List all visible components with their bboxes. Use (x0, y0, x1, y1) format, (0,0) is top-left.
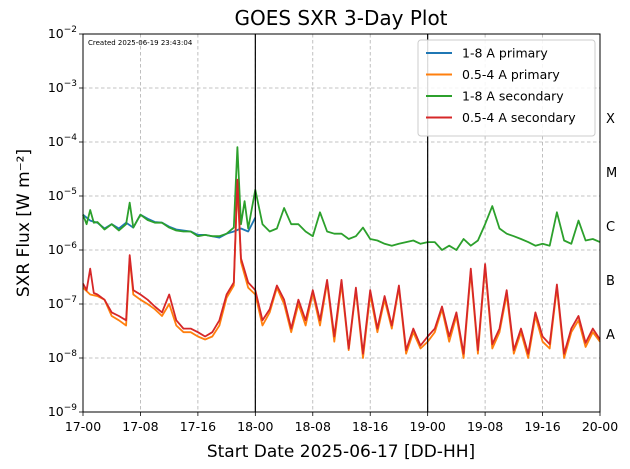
y-tick-base: 10 (48, 80, 64, 95)
y-tick-base: 10 (48, 188, 64, 203)
x-tick-label: 19-16 (524, 419, 560, 434)
x-axis-ticks: 17-00 17-08 17-16 18-00 18-08 18-16 19-00 19-08… (65, 412, 618, 434)
x-axis-label: Start Date 2025-06-17 [DD-HH] (207, 442, 475, 462)
x-tick-label: 18-16 (352, 419, 388, 434)
x-tick-label: 19-00 (410, 419, 446, 434)
y-tick-exponent: −7 (64, 295, 77, 305)
y-tick-label: 10−6 (48, 241, 77, 257)
y-tick-base: 10 (48, 350, 64, 365)
x-tick-label: 18-00 (237, 419, 273, 434)
y-tick-label: 10−7 (48, 295, 77, 311)
legend: 1-8 A primary 0.5-4 A primary 1-8 A secon… (417, 39, 596, 137)
x-tick-label: 18-08 (295, 419, 331, 434)
x-tick-label: 17-00 (65, 419, 101, 434)
y-tick-exponent: −4 (64, 133, 78, 143)
x-tick-label: 20-00 (582, 419, 618, 434)
legend-entry-label: 0.5-4 A primary (462, 67, 560, 82)
y-tick-label: 10−9 (48, 403, 77, 419)
legend-entry-label: 1-8 A primary (462, 46, 548, 61)
y-tick-base: 10 (48, 296, 64, 311)
y-tick-exponent: −2 (64, 25, 77, 35)
legend-entry-label: 1-8 A secondary (462, 89, 564, 104)
y-tick-base: 10 (48, 134, 64, 149)
x-tick-label: 17-16 (180, 419, 216, 434)
flare-class-label: A (606, 328, 615, 343)
x-tick-label: 17-08 (122, 419, 158, 434)
y-tick-base: 10 (48, 242, 64, 257)
plot-area-frame (82, 33, 601, 413)
legend-entry-label: 0.5-4 A secondary (462, 110, 576, 125)
flare-class-label: X (606, 112, 615, 127)
series-line-4 (82, 178, 601, 355)
y-tick-label: 10−8 (48, 349, 77, 365)
flare-class-label: M (606, 166, 617, 181)
flare-class-labels: A B C M X (606, 112, 617, 343)
created-timestamp: Created 2025-06-19 23:43:04 (88, 39, 193, 47)
y-tick-label: 10−2 (48, 25, 77, 41)
legend-frame (417, 39, 596, 137)
y-tick-exponent: −8 (64, 349, 78, 359)
day-boundary-lines (254, 34, 429, 412)
chart-title: GOES SXR 3-Day Plot (234, 6, 447, 30)
y-tick-exponent: −5 (64, 187, 77, 197)
x-tick-label: 19-08 (467, 419, 503, 434)
flare-class-label: C (606, 220, 615, 235)
y-tick-base: 10 (48, 26, 64, 41)
y-tick-exponent: −3 (64, 79, 77, 89)
series-line-3 (82, 146, 601, 251)
y-axis-label: SXR Flux [W m⁻²] (14, 149, 34, 297)
y-tick-label: 10−3 (48, 79, 77, 95)
y-tick-base: 10 (48, 404, 64, 419)
y-tick-label: 10−4 (48, 133, 77, 149)
series-layer (82, 146, 601, 359)
y-tick-exponent: −6 (64, 241, 78, 251)
y-tick-exponent: −9 (64, 403, 78, 413)
flare-class-label: B (606, 274, 615, 289)
y-axis-ticks: 10−910−810−710−610−510−410−310−2 (48, 25, 83, 419)
y-tick-label: 10−5 (48, 187, 77, 203)
